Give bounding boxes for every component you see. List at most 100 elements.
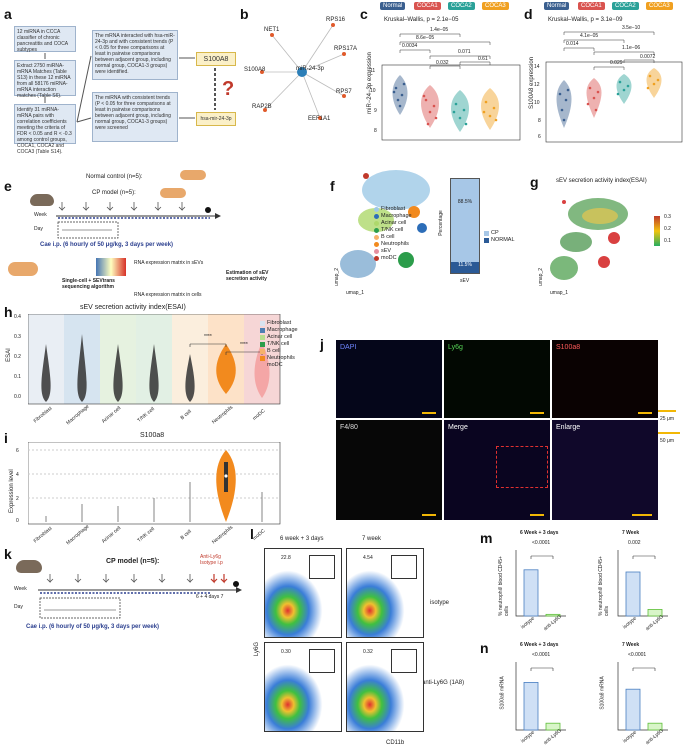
legend-item: Macrophage bbox=[374, 213, 412, 220]
legend-item: Fibroblast bbox=[374, 206, 412, 213]
panel-m-label: m bbox=[480, 530, 493, 546]
mirna-box: hsa-mir-24-3p bbox=[196, 112, 236, 126]
n-pval: <0.0001 bbox=[628, 652, 647, 658]
colorbar-tick: 0.2 bbox=[664, 226, 671, 232]
workflow-box-2: Extract 2750 miRNA-mRNA Matches (Table S… bbox=[14, 60, 76, 99]
gene-box-s100a8: S100A8 bbox=[196, 52, 236, 66]
scale-bar bbox=[530, 412, 544, 414]
umap-f bbox=[340, 170, 430, 278]
swatch bbox=[374, 221, 379, 226]
legend-coca1: COCA1 bbox=[578, 2, 605, 10]
ytick: 0.1 bbox=[14, 374, 21, 380]
umap-y: umap_2 bbox=[334, 267, 341, 287]
swatch bbox=[260, 363, 265, 368]
image-dapi: DAPI bbox=[336, 340, 442, 418]
pval: 0.014 bbox=[566, 41, 579, 47]
panel-k: k CP model (n=5): Anti-Ly6g Isotype i.p … bbox=[0, 540, 250, 640]
pancreas-icon bbox=[160, 188, 186, 198]
legend-label: moDC bbox=[381, 255, 397, 261]
cae-protocol: Cae i.p. (6 hourly of 50 μg/kg, 3 days p… bbox=[40, 242, 174, 248]
legend-label: T/NK cell bbox=[267, 341, 290, 347]
legend-item: Neutrophils bbox=[260, 355, 298, 362]
legend-label: B cell bbox=[381, 234, 395, 240]
legend-item: Acinar cell bbox=[374, 220, 412, 227]
zoom-box bbox=[496, 446, 548, 488]
node-s100a8: S100A8 bbox=[244, 67, 266, 73]
legend-label: Acinar cell bbox=[267, 334, 293, 340]
gate-box bbox=[309, 649, 335, 673]
pval: 4.1e−05 bbox=[580, 33, 599, 39]
i-ylabel: Expression level bbox=[9, 469, 15, 513]
workflow-box-1: 12 miRNA in CCCA classifier of chronic p… bbox=[14, 26, 76, 53]
pval: 1.4e−05 bbox=[430, 27, 449, 33]
ytick: 8 bbox=[374, 128, 377, 134]
legend-label: Neutrophils bbox=[381, 241, 409, 247]
violin-plot-d bbox=[545, 31, 683, 143]
panel-i-label: i bbox=[4, 430, 8, 446]
bar-anti-ly6g bbox=[545, 722, 561, 731]
pval: 0.029 bbox=[610, 60, 623, 66]
row-label: isotype bbox=[430, 600, 450, 606]
legend-item: Neutrophils bbox=[374, 241, 412, 248]
node-rps17a: RPS17A bbox=[334, 46, 358, 52]
esai-colorbar bbox=[654, 216, 660, 246]
k-title: CP model (n=5): bbox=[106, 558, 160, 565]
kw-stat: Kruskal–Wallis, p = 3.1e−09 bbox=[548, 17, 623, 23]
k-timeline bbox=[38, 574, 242, 619]
panel-d: d Normal COCA1 COCA2 COCA3 Kruskal–Walli… bbox=[522, 0, 685, 150]
swatch bbox=[260, 342, 265, 347]
ytick: 11 bbox=[370, 68, 376, 74]
legend-bar-25 bbox=[658, 410, 676, 412]
panel-l: l 6 week + 3 days 7 week isotype anti-Ly… bbox=[250, 526, 480, 751]
xtick: Macrophage bbox=[65, 403, 91, 427]
panel-b-label: b bbox=[240, 6, 249, 22]
panel-m: m 6 Week + 3 days 7 Week <0.0001 0.002 %… bbox=[480, 530, 685, 635]
gate-value: 0.30 bbox=[281, 649, 291, 655]
sig-stars: **** bbox=[240, 342, 248, 348]
pval: 0.071 bbox=[458, 49, 471, 55]
flow-plot: 0.32 bbox=[346, 642, 424, 732]
swatch bbox=[260, 321, 265, 326]
sig-bracket bbox=[530, 667, 554, 671]
violin-h bbox=[28, 314, 281, 405]
kw-stat: Kruskal–Wallis, p = 2.1e−05 bbox=[384, 17, 459, 23]
legend-label: Acinar cell bbox=[381, 220, 407, 226]
legend-coca2: COCA2 bbox=[612, 2, 639, 10]
legend-item: B cell bbox=[374, 234, 412, 241]
panel-d-label: d bbox=[524, 6, 533, 22]
col-title: 6 week + 3 days bbox=[280, 536, 324, 542]
swatch bbox=[374, 228, 379, 233]
legend-normal: Normal bbox=[544, 2, 570, 10]
tile-label: Ly6g bbox=[448, 344, 463, 351]
tile-label: DAPI bbox=[340, 344, 357, 351]
xtick: T/NK cell bbox=[136, 406, 156, 424]
gate-value: 22.8 bbox=[281, 555, 291, 561]
legend-f: Fibroblast Macrophage Acinar cell T/NK c… bbox=[374, 206, 412, 262]
ytick: 4 bbox=[16, 472, 19, 478]
pancreas-icon bbox=[180, 170, 206, 180]
ytick: 9 bbox=[374, 108, 377, 114]
panel-n-label: n bbox=[480, 640, 489, 656]
legend-label: Macrophage bbox=[381, 213, 412, 219]
swatch bbox=[260, 328, 265, 333]
bar-axis bbox=[617, 550, 668, 617]
legend-label: Fibroblast bbox=[267, 320, 292, 326]
legend-item: NORMAL bbox=[484, 237, 515, 244]
workflow-arrows bbox=[44, 53, 216, 123]
n-title: 7 Week bbox=[622, 642, 640, 648]
mouse-icon bbox=[30, 194, 54, 206]
scale-bar bbox=[632, 514, 652, 516]
flow-plot: 4.54 bbox=[346, 548, 424, 638]
umap-x: umap_1 bbox=[550, 290, 569, 296]
bar-legend: CP NORMAL bbox=[484, 230, 515, 244]
day-label: Day bbox=[34, 226, 43, 232]
pval: 8.6e−05 bbox=[416, 35, 435, 41]
sig-bracket bbox=[632, 667, 656, 671]
xtick: moDC bbox=[251, 408, 267, 422]
node-rps16: RPS16 bbox=[326, 17, 346, 23]
ytick: 6 bbox=[538, 134, 541, 140]
panel-j-label: j bbox=[320, 336, 324, 352]
legend-label: NORMAL bbox=[491, 237, 515, 243]
day-label: Day bbox=[14, 604, 23, 610]
pval: 0.0072 bbox=[640, 54, 656, 60]
